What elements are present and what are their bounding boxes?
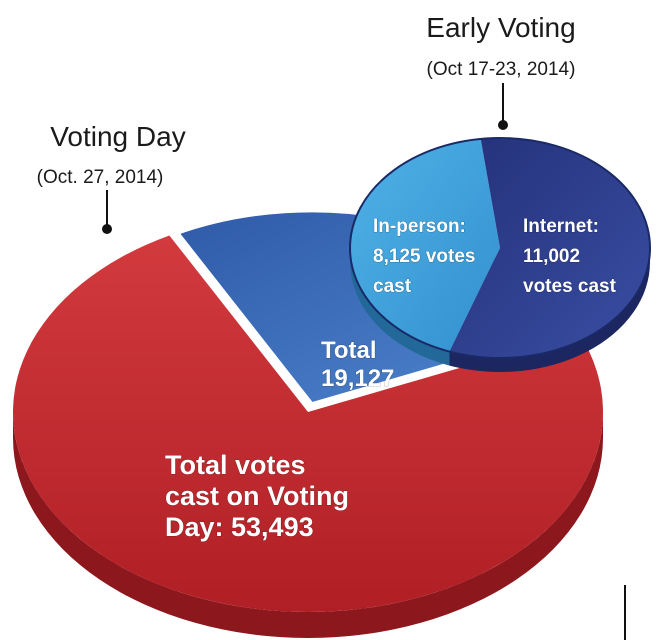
early-pie-side xyxy=(350,248,450,366)
voting-day-label-line-3: Day: 53,493 xyxy=(165,512,314,542)
voting-day-caption: Voting Day (Oct. 27, 2014) xyxy=(37,121,186,234)
voting-day-slice-label: Total votes cast on Voting Day: 53,493 xyxy=(165,450,350,543)
in-person-label-line-1: In-person: xyxy=(373,216,466,237)
early-pie-side xyxy=(449,248,650,372)
early-voting-caption: Early Voting (Oct 17-23, 2014) xyxy=(426,12,576,130)
voting-day-leader-dot xyxy=(102,224,112,234)
voting-day-subtitle: (Oct. 27, 2014) xyxy=(37,167,164,188)
in-person-slice xyxy=(350,138,500,352)
in-person-slice-label: In-person: 8,125 votes cast xyxy=(373,216,476,298)
voting-day-slice xyxy=(13,235,604,612)
in-person-label-line-3: cast xyxy=(373,276,412,297)
internet-slice-label: Internet: 11,002 votes cast xyxy=(523,216,618,298)
voting-day-label-line-2: cast on Voting xyxy=(165,481,349,511)
internet-label-line-2: 11,002 xyxy=(523,246,580,267)
voting-day-title: Voting Day xyxy=(50,121,185,152)
early-voting-pie xyxy=(349,137,651,372)
early-voting-title: Early Voting xyxy=(426,12,575,43)
internet-label-line-1: Internet: xyxy=(523,216,599,237)
early-pie-outline xyxy=(349,137,651,359)
internet-label-line-3: votes cast xyxy=(523,276,617,297)
early-voting-subtitle: (Oct 17-23, 2014) xyxy=(427,59,576,80)
in-person-label-line-2: 8,125 votes xyxy=(373,246,475,267)
internet-slice xyxy=(449,138,650,358)
early-total-label-line-2: 19,127 xyxy=(321,365,394,392)
voting-day-label-line-1: Total votes xyxy=(165,450,306,480)
early-total-label-line-1: Total xyxy=(321,337,377,364)
early-total-slice-label: Total 19,127 xyxy=(321,337,395,393)
early-voting-leader-dot xyxy=(498,120,508,130)
